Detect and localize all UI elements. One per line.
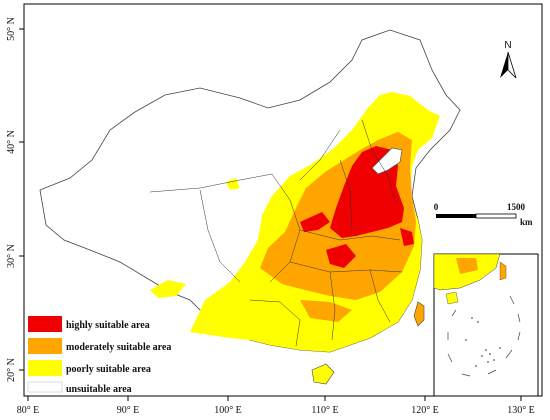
inset-islands <box>465 317 501 367</box>
taiwan-island <box>413 301 425 327</box>
highly-suitable-central-patch <box>326 244 356 268</box>
legend: highly suitable area moderately suitable… <box>27 316 171 395</box>
inset-map <box>433 253 539 397</box>
scale-unit: km <box>520 217 533 227</box>
scale-end: 1500 <box>507 202 526 212</box>
poorly-suitable-tibet-patch <box>150 280 186 298</box>
y-axis-ticks <box>19 28 24 371</box>
north-arrow-icon <box>500 52 508 78</box>
y-tick-label: 50° N <box>6 17 17 41</box>
legend-swatch-moderately <box>28 338 62 354</box>
x-tick-label: 90° E <box>117 405 140 416</box>
y-tick-label: 30° N <box>6 244 17 268</box>
y-tick-label: 20° N <box>6 358 17 382</box>
hainan-island <box>311 363 335 385</box>
province-boundaries <box>149 119 403 347</box>
legend-label-moderately: moderately suitable area <box>66 342 171 353</box>
legend-swatch-highly <box>28 316 62 332</box>
legend-label-highly: highly suitable area <box>66 320 150 331</box>
north-arrow: N <box>500 40 517 79</box>
x-tick-label: 120° E <box>411 405 439 416</box>
y-tick-label: 40° N <box>6 130 17 154</box>
x-tick-label: 130° E <box>507 405 535 416</box>
x-tick-label: 80° E <box>17 405 40 416</box>
legend-label-poorly: poorly suitable area <box>66 364 151 375</box>
highly-suitable-coast-patch <box>400 228 414 246</box>
scale-start: 0 <box>434 202 439 212</box>
legend-swatch-unsuitable <box>27 381 63 393</box>
north-label: N <box>504 40 511 51</box>
x-tick-label: 110° E <box>311 405 338 416</box>
x-tick-label: 100° E <box>214 405 242 416</box>
poorly-suitable-north-patch <box>226 178 240 190</box>
bohai-sea <box>371 147 403 175</box>
moderately-suitable-south-patch <box>300 300 352 322</box>
scale-bar: 0 1500 km <box>434 202 533 227</box>
highly-suitable-west-patch <box>300 212 330 232</box>
inset-nine-dash-line <box>447 295 521 377</box>
legend-label-unsuitable: unsuitable area <box>66 384 132 395</box>
x-axis-ticks <box>27 396 522 401</box>
legend-swatch-poorly <box>28 360 62 376</box>
